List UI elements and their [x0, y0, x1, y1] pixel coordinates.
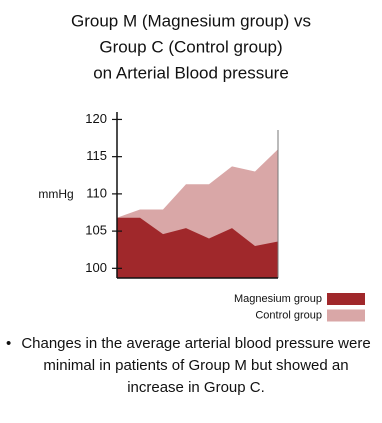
y-tick-label: 100	[85, 260, 107, 275]
legend-label: Magnesium group	[234, 293, 322, 305]
chart-title: on Arterial Blood pressure	[93, 63, 289, 82]
bullet: •	[6, 335, 12, 352]
y-tick-label: 120	[85, 111, 107, 126]
y-axis-label: mmHg	[38, 187, 73, 201]
note-text: Changes in the average arterial blood pr…	[21, 335, 371, 396]
area	[117, 217, 278, 278]
legend-label: Control group	[255, 309, 322, 321]
y-tick-label: 110	[86, 185, 107, 200]
legend-swatch	[327, 293, 365, 305]
chart: Group M (Magnesium group) vs Group C (Co…	[38, 11, 365, 322]
y-tick-label: 115	[86, 148, 107, 163]
legend-swatch	[327, 309, 365, 322]
y-tick-label: 105	[85, 223, 107, 238]
plot-area	[117, 149, 278, 278]
chart-title: Group C (Control group)	[99, 37, 282, 56]
note: • Changes in the average arterial blood …	[0, 333, 382, 399]
chart-title: Group M (Magnesium group) vs	[71, 11, 311, 30]
